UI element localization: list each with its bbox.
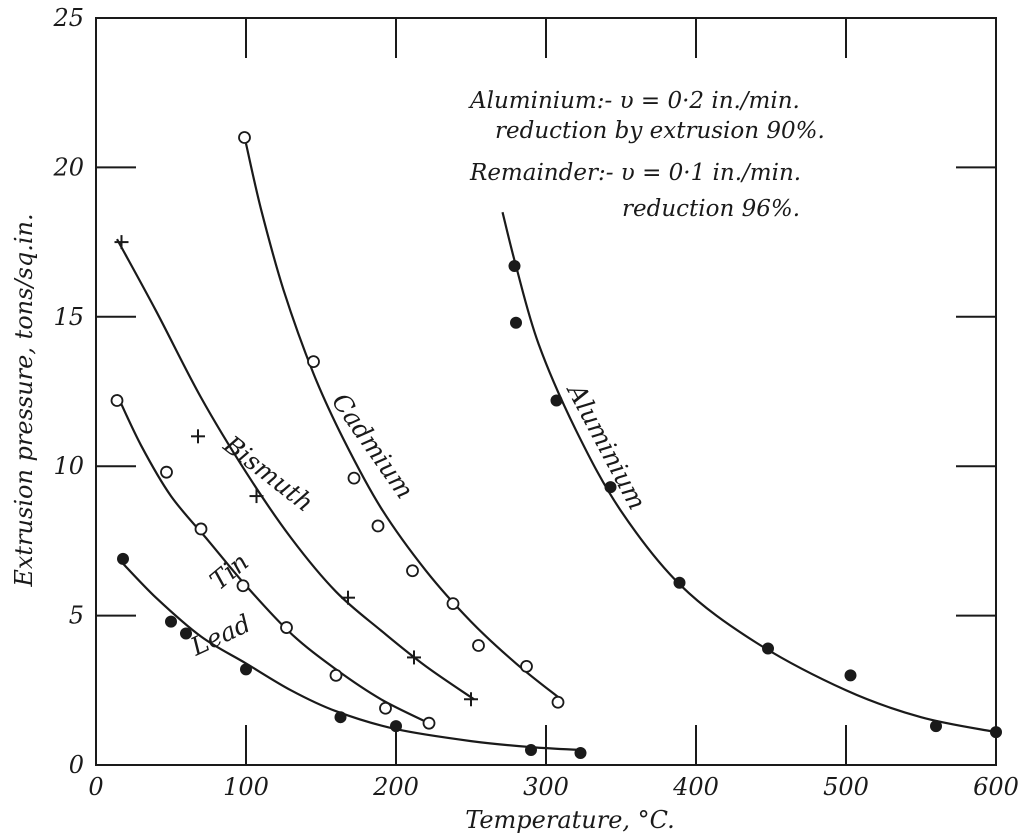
point-bismuth <box>407 650 421 665</box>
annotation-line-2: reduction by extrusion 90%. <box>495 118 825 144</box>
point-tin <box>329 668 343 682</box>
x-tick-label: 600 <box>973 773 1019 801</box>
point-tin <box>194 522 208 536</box>
point-lead <box>180 627 192 640</box>
point-cadmium <box>406 564 419 578</box>
x-tick-label: 400 <box>672 773 719 801</box>
point-cadmium <box>446 597 460 611</box>
curve-aluminium <box>501 211 997 734</box>
annotation-line-4: reduction 96%. <box>622 196 800 222</box>
point-bismuth <box>249 489 264 504</box>
point-aluminium <box>844 669 857 682</box>
y-tick-label: 15 <box>53 303 84 331</box>
curve-cadmium <box>244 143 562 701</box>
series-curves <box>116 143 997 752</box>
y-tick-label: 0 <box>69 751 84 779</box>
axis-ticks <box>96 18 996 765</box>
point-tin <box>236 579 250 593</box>
y-tick-label: 5 <box>69 602 84 630</box>
series-label-cadmium: Cadmium <box>326 388 419 504</box>
point-lead <box>117 552 129 565</box>
point-aluminium <box>673 576 686 589</box>
point-aluminium <box>510 316 522 329</box>
point-tin <box>280 621 293 634</box>
series-label-lead: Lead <box>185 609 255 662</box>
x-tick-label: 0 <box>88 773 103 801</box>
point-bismuth <box>191 429 205 444</box>
y-axis-label: Extrusion pressure, tons/sq.in. <box>10 213 38 587</box>
point-cadmium <box>347 471 361 485</box>
point-aluminium <box>508 260 521 273</box>
point-lead <box>240 663 252 676</box>
x-tick-label: 500 <box>823 773 869 801</box>
curve-bismuth <box>116 238 475 701</box>
point-aluminium <box>762 642 774 655</box>
point-aluminium <box>604 481 617 494</box>
point-aluminium <box>990 726 1002 739</box>
point-lead <box>334 711 347 724</box>
point-cadmium <box>472 639 485 652</box>
point-tin <box>110 394 124 407</box>
y-tick-label: 10 <box>53 452 84 480</box>
x-tick-label: 200 <box>372 773 419 801</box>
y-tick-label: 20 <box>52 153 84 181</box>
point-aluminium <box>550 394 563 407</box>
x-tick-label: 300 <box>523 773 569 801</box>
point-cadmium <box>238 131 251 144</box>
point-tin <box>160 465 173 479</box>
point-bismuth <box>464 692 478 707</box>
point-cadmium <box>307 355 320 369</box>
annotation-line-1: Aluminium:- υ = 0·2 in./min. <box>468 88 800 114</box>
point-cadmium <box>551 695 565 709</box>
x-axis-label: Temperature, °C. <box>465 806 675 834</box>
x-tick-label: 100 <box>223 773 269 801</box>
point-lead <box>525 744 537 757</box>
series-label-aluminium: Aluminium <box>561 377 652 514</box>
curve-lead <box>117 558 584 752</box>
series-labels: Lead Tin Bismuth Cadmium Aluminium <box>185 377 652 661</box>
point-cadmium <box>520 659 533 673</box>
point-cadmium <box>371 519 385 533</box>
point-lead <box>390 720 402 733</box>
point-lead <box>165 615 177 628</box>
point-bismuth <box>341 590 355 605</box>
annotation-block: Aluminium:- υ = 0·2 in./min. reduction b… <box>468 88 825 222</box>
point-bismuth <box>114 235 129 250</box>
point-aluminium <box>930 720 942 733</box>
tick-labels: 0 100 200 300 400 500 600 0 5 10 15 20 25 <box>52 4 1018 801</box>
annotation-line-3: Remainder:- υ = 0·1 in./min. <box>469 160 801 186</box>
series-points <box>110 131 1002 760</box>
point-lead <box>574 747 587 760</box>
y-tick-label: 25 <box>52 4 84 32</box>
point-tin <box>379 701 392 715</box>
point-tin <box>422 716 436 730</box>
